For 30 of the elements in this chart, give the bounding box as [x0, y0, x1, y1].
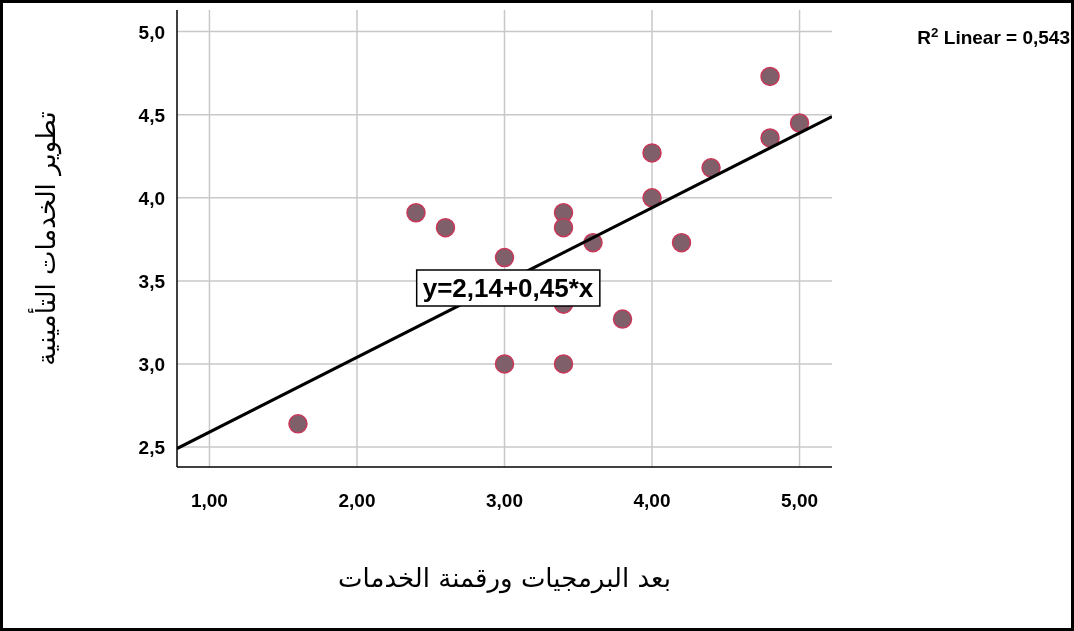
- point: [789, 113, 810, 133]
- point: [553, 354, 574, 374]
- y-tick-label: 4,0: [138, 187, 165, 209]
- point: [406, 202, 426, 223]
- x-tick-label: 5,00: [781, 490, 819, 511]
- point: [760, 66, 780, 87]
- x-axis-title: بعد البرمجيات ورقمنة الخدمات: [338, 563, 671, 594]
- y-tick-label: 3,0: [138, 353, 165, 375]
- y-tick-label: 3,5: [138, 270, 166, 292]
- point: [642, 143, 662, 163]
- x-tick-label: 4,00: [633, 490, 671, 511]
- y-tick-label: 2,5: [138, 437, 166, 459]
- point: [642, 188, 662, 208]
- point: [494, 247, 515, 268]
- point: [671, 232, 692, 253]
- x-tick-label: 3,00: [486, 490, 523, 511]
- point: [435, 217, 456, 238]
- y-axis-title: تطوير الخدمات التأمينية: [27, 111, 62, 366]
- point: [760, 128, 780, 148]
- y-tick-label: 5,0: [138, 21, 165, 43]
- point: [494, 354, 515, 374]
- x-tick-label: 1,00: [190, 490, 228, 511]
- y-tick-label: 4,5: [138, 104, 166, 126]
- point: [288, 414, 308, 434]
- text: R$^{2}$ Linear = 0,543: [917, 24, 1070, 48]
- point: [553, 217, 574, 238]
- point: [701, 158, 721, 178]
- x-tick-label: 2,00: [338, 490, 376, 511]
- annotation: y=2,14+0,45*x: [422, 273, 594, 303]
- point: [612, 309, 633, 329]
